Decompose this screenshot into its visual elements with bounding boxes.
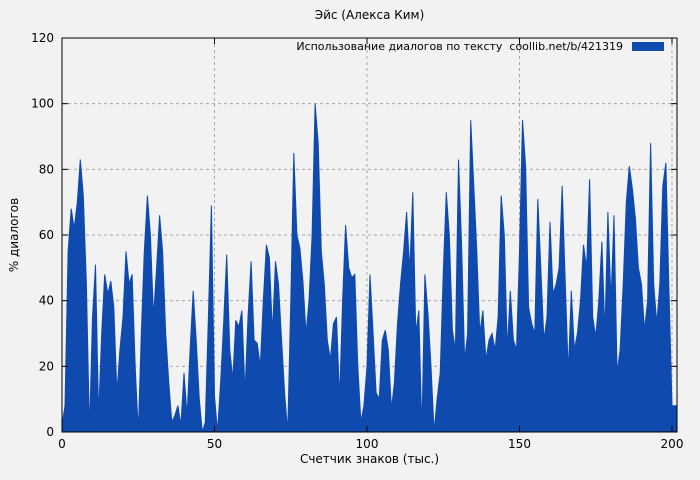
y-axis-title: % диалогов	[7, 197, 21, 273]
legend-label: Использование диалогов по тексту coollib…	[296, 40, 623, 53]
tick-label-y-120: 120	[31, 31, 54, 45]
chart-title: Эйс (Алекса Ким)	[314, 8, 425, 22]
tick-label-x-200: 200	[661, 437, 684, 451]
data-series-area	[61, 103, 678, 433]
tick-label-y-60: 60	[39, 228, 54, 242]
tick-label-y-20: 20	[39, 359, 54, 373]
tick-label-x-150: 150	[508, 437, 531, 451]
legend: Использование диалогов по тексту coollib…	[296, 40, 664, 53]
tick-label-x-100: 100	[356, 437, 379, 451]
tick-label-y-40: 40	[39, 294, 54, 308]
tick-label-x-50: 50	[207, 437, 222, 451]
tick-label-y-0: 0	[46, 425, 54, 439]
tick-label-y-80: 80	[39, 162, 54, 176]
tick-label-y-100: 100	[31, 97, 54, 111]
legend-swatch	[632, 42, 664, 51]
tick-label-x-0: 0	[58, 437, 66, 451]
x-axis-title: Счетчик знаков (тыс.)	[299, 452, 440, 466]
